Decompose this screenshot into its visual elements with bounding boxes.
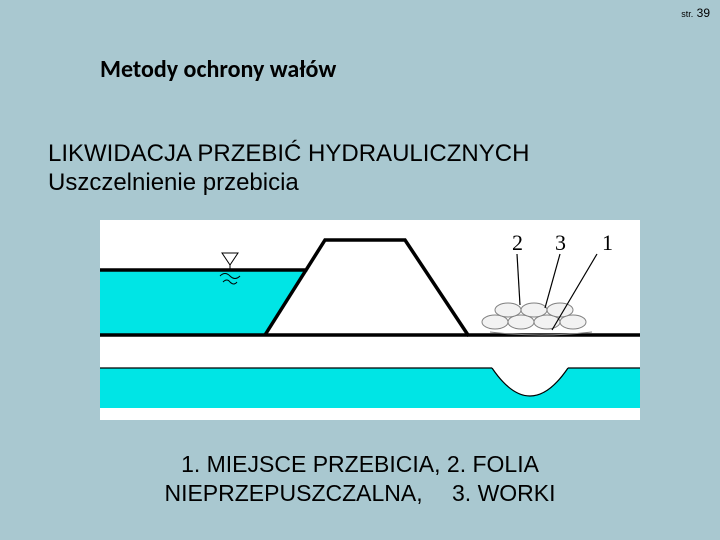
diagram: 1 2 3 bbox=[100, 220, 640, 420]
caption-line-2: NIEPRZEPUSZCZALNA, 3. WORKI bbox=[0, 479, 720, 508]
svg-text:2: 2 bbox=[512, 230, 523, 255]
section-heading: LIKWIDACJA PRZEBIĆ HYDRAULICZNYCH Uszcze… bbox=[48, 140, 529, 198]
svg-text:1: 1 bbox=[602, 230, 613, 255]
caption-line-1: 1. MIEJSCE PRZEBICIA, 2. FOLIA bbox=[0, 450, 720, 479]
heading-line-1: LIKWIDACJA PRZEBIĆ HYDRAULICZNYCH bbox=[48, 140, 529, 169]
page-number-prefix: str. bbox=[681, 9, 693, 19]
slide-title: Metody ochrony wałów bbox=[100, 55, 336, 84]
diagram-svg: 1 2 3 bbox=[100, 220, 640, 420]
page-number: str. 39 bbox=[681, 6, 710, 20]
page-number-value: 39 bbox=[697, 6, 710, 20]
caption: 1. MIEJSCE PRZEBICIA, 2. FOLIA NIEPRZEPU… bbox=[0, 450, 720, 508]
heading-line-2: Uszczelnienie przebicia bbox=[48, 169, 529, 198]
svg-text:3: 3 bbox=[555, 230, 566, 255]
